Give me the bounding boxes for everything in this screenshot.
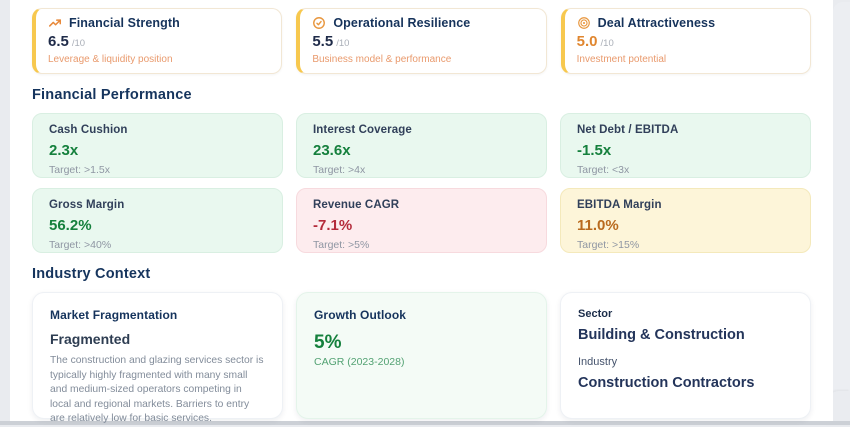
metric-value: 56.2% — [49, 217, 92, 234]
analysis-report-panel: Financial Strength 6.5 /10 Leverage & li… — [10, 0, 833, 424]
metric-value: 2.3x — [49, 142, 79, 159]
score-denominator: /10 — [71, 38, 86, 49]
score-card-title: Deal Attractiveness — [597, 16, 716, 30]
sector-industry-card: Sector Building & Construction Industry … — [560, 292, 811, 419]
metric-card-interest-coverage: Interest Coverage 23.6x Target: >4x — [296, 113, 547, 178]
metric-card-net-debt-ebitda: Net Debt / EBITDA -1.5x Target: <3x — [560, 113, 811, 178]
score-subtitle: Investment potential — [576, 54, 667, 65]
metric-card-cash-cushion: Cash Cushion 2.3x Target: >1.5x — [32, 113, 283, 178]
metric-label: Gross Margin — [49, 199, 125, 211]
score-line: 5.5 /10 — [312, 33, 533, 50]
metric-label: EBITDA Margin — [577, 199, 662, 211]
score-card-deal-attractiveness: Deal Attractiveness 5.0 /10 Investment p… — [560, 8, 811, 74]
metric-label: Net Debt / EBITDA — [577, 124, 679, 136]
metric-label: Cash Cushion — [49, 124, 128, 136]
score-denominator: /10 — [336, 38, 350, 49]
check-circle-icon — [312, 16, 326, 30]
metric-target: Target: >40% — [49, 239, 112, 251]
score-card-title: Financial Strength — [69, 16, 180, 30]
metric-target: Target: <3x — [577, 164, 630, 176]
score-value: 6.5 — [48, 33, 69, 50]
market-fragmentation-card: Market Fragmentation Fragmented The cons… — [32, 292, 283, 424]
background-panel-right — [833, 2, 850, 425]
score-value: 5.5 — [312, 33, 334, 50]
fragmentation-description: The construction and glazing services se… — [50, 355, 264, 425]
score-line: 6.5 /10 — [48, 33, 269, 50]
industry-value: Construction Contractors — [578, 375, 755, 391]
metric-target: Target: >5% — [313, 239, 370, 251]
metric-label: Revenue CAGR — [313, 199, 400, 211]
metric-target: Target: >1.5x — [49, 164, 110, 176]
metric-value: 11.0% — [577, 217, 619, 234]
trend-up-icon — [48, 16, 62, 30]
score-subtitle: Business model & performance — [312, 54, 452, 65]
score-denominator: /10 — [600, 38, 614, 49]
metric-target: Target: >15% — [577, 239, 640, 251]
score-card-operational-resilience: Operational Resilience 5.5 /10 Business … — [296, 8, 547, 74]
metric-card-gross-margin: Gross Margin 56.2% Target: >40% — [32, 188, 283, 253]
metric-value: -1.5x — [577, 142, 612, 159]
sector-value: Building & Construction — [578, 327, 745, 343]
score-value: 5.0 — [576, 33, 598, 50]
financial-metrics-grid: Cash Cushion 2.3x Target: >1.5x Interest… — [32, 113, 811, 253]
metric-value: -7.1% — [313, 217, 353, 234]
industry-context-grid: Market Fragmentation Fragmented The cons… — [32, 292, 811, 424]
card-title: Growth Outlook — [314, 308, 407, 322]
target-icon — [577, 16, 591, 30]
metric-card-ebitda-margin: EBITDA Margin 11.0% Target: >15% — [560, 188, 811, 253]
score-card-header: Deal Attractiveness — [577, 16, 798, 30]
card-title: Market Fragmentation — [50, 308, 178, 322]
fragmentation-value: Fragmented — [50, 331, 131, 347]
metric-label: Interest Coverage — [313, 124, 412, 136]
score-card-header: Operational Resilience — [312, 16, 533, 30]
score-card-financial-strength: Financial Strength 6.5 /10 Leverage & li… — [32, 8, 283, 74]
sector-label: Sector — [578, 308, 613, 320]
growth-caption: CAGR (2023-2028) — [314, 356, 405, 368]
metric-target: Target: >4x — [313, 164, 366, 176]
score-line: 5.0 /10 — [577, 33, 798, 50]
section-title-financial-performance: Financial Performance — [32, 87, 192, 103]
metric-value: 23.6x — [313, 142, 351, 159]
growth-value: 5% — [314, 332, 342, 353]
score-subtitle: Leverage & liquidity position — [48, 54, 173, 65]
industry-label: Industry — [578, 356, 618, 368]
metric-card-revenue-cagr: Revenue CAGR -7.1% Target: >5% — [296, 188, 547, 253]
score-card-header: Financial Strength — [48, 16, 269, 30]
background-bottom-edge — [0, 421, 850, 425]
score-card-row: Financial Strength 6.5 /10 Leverage & li… — [32, 8, 811, 74]
section-title-industry-context: Industry Context — [32, 266, 151, 282]
score-card-title: Operational Resilience — [333, 16, 471, 30]
growth-outlook-card: Growth Outlook 5% CAGR (2023-2028) — [296, 292, 547, 419]
